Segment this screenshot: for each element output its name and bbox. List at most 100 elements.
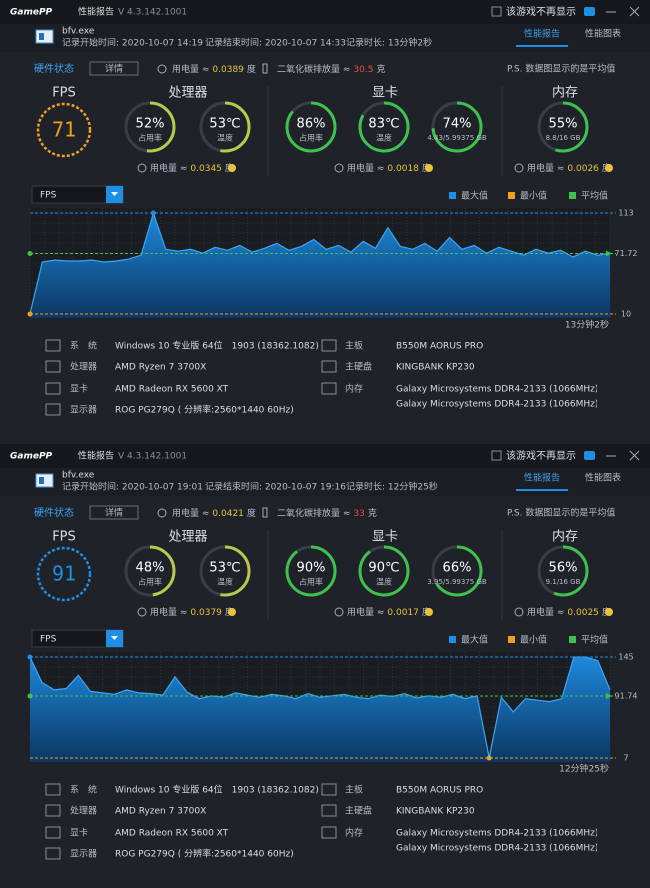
legend-swatch: [508, 636, 515, 643]
details-label[interactable]: 详情: [105, 507, 123, 519]
gauge-value: 53℃: [209, 117, 240, 132]
gauge-arc: [285, 545, 337, 597]
power-value: 0.0026: [567, 164, 599, 174]
gauge-arc: [358, 101, 410, 153]
legend-swatch: [508, 192, 515, 199]
ref-label-min: 10: [621, 310, 631, 319]
details-button[interactable]: [89, 61, 139, 76]
note: P.S. 数据图显示的是平均值: [507, 63, 615, 75]
fps-line: [29, 211, 611, 315]
exe-icon: [35, 29, 54, 44]
sys-value: B550M AORUS PRO: [396, 342, 483, 352]
ref-label-min: 7: [623, 754, 628, 763]
details-button[interactable]: [89, 505, 139, 520]
power-value: 0.0421: [212, 509, 244, 519]
close-icon[interactable]: [629, 450, 640, 461]
legend-swatch: [449, 192, 456, 199]
gauge-sub: 4.43/5.99375 GB: [427, 134, 487, 142]
gauge-value: 90℃: [368, 561, 399, 576]
max-dot: [150, 210, 156, 216]
sys-label: 显示器: [70, 849, 97, 860]
start-time: 记录开始时间: 2020-10-07 14:19: [62, 37, 203, 49]
camera-icon[interactable]: [584, 451, 595, 460]
co2-unit: 克: [376, 64, 385, 75]
co2-label: 二氧化碳排放量 ≈: [277, 507, 350, 519]
power-value: 0.0379: [190, 608, 222, 618]
help-icon: [425, 608, 433, 616]
gauge-sub: 9.1/16 GB: [546, 578, 581, 586]
group-title: 内存: [552, 85, 578, 101]
tab-report[interactable]: 性能报告: [524, 472, 560, 484]
gauge-arc: [124, 101, 176, 153]
sys-icon: [321, 826, 337, 839]
co2-icon: [262, 507, 268, 518]
sys-value: B550M AORUS PRO: [396, 786, 483, 796]
details-label[interactable]: 详情: [105, 63, 123, 75]
gauge-value: 74%: [443, 117, 472, 132]
fps-ring: [36, 102, 92, 158]
checkbox-label[interactable]: 该游戏不再显示: [506, 5, 576, 18]
group-title: 处理器: [168, 530, 207, 545]
sys-value: ROG PG279Q ( 分辨率:2560*1440 60Hz): [115, 848, 294, 860]
checkbox[interactable]: [491, 450, 502, 461]
power-label: 用电量 ≈: [527, 606, 564, 618]
sys-label: 系 统: [70, 340, 97, 352]
power-usage: 用电量 ≈0.0389 度: [172, 63, 256, 75]
checkbox-label[interactable]: 该游戏不再显示: [506, 449, 576, 462]
gauge-value: 48%: [136, 561, 165, 576]
gauge-value: 90%: [297, 561, 326, 576]
gauge-arc: [358, 545, 410, 597]
power-usage: 用电量 ≈0.0026度: [527, 162, 611, 174]
co2-icon: [262, 63, 268, 74]
power-usage: 用电量 ≈0.0345度: [150, 162, 234, 174]
dropdown-label[interactable]: FPS: [40, 191, 57, 201]
ref-label-avg: 91.74: [615, 691, 638, 700]
tab-chart[interactable]: 性能图表: [585, 472, 621, 484]
sys-icon: [321, 783, 337, 796]
exe-name: bfv.exe: [62, 471, 95, 481]
power-usage: 用电量 ≈0.0017度: [347, 606, 431, 618]
dropdown-arrow: [111, 636, 118, 640]
sys-label: 处理器: [70, 361, 97, 373]
dropdown-label[interactable]: FPS: [40, 635, 57, 645]
gauge-sub: 占用率: [299, 577, 323, 587]
sys-label: 主硬盘: [345, 361, 372, 373]
app-title: 性能报告: [78, 6, 114, 18]
gauge-sub: 温度: [217, 577, 233, 587]
gauge-sub: 温度: [376, 577, 392, 587]
power-usage: 用电量 ≈0.0421 度: [172, 507, 256, 519]
power-value: 0.0018: [387, 164, 419, 174]
sys-icon: [321, 382, 337, 395]
header: [0, 468, 650, 496]
sys-value: AMD Ryzen 7 3700X: [115, 363, 206, 373]
legend-label: 平均值: [581, 190, 608, 202]
co2-value: 33: [353, 509, 364, 519]
co2: 二氧化碳排放量 ≈33 克: [277, 507, 377, 519]
sys-label: 内存: [345, 383, 363, 395]
tab-chart[interactable]: 性能图表: [585, 28, 621, 40]
power-label: 用电量 ≈: [172, 63, 209, 75]
power-value: 0.0025: [567, 608, 599, 618]
end-time: 记录结束时间: 2020-10-07 14:33: [205, 37, 346, 49]
sys-value: Windows 10 专业版 64位 1903 (18362.1082): [115, 340, 319, 352]
gauge-sub: 占用率: [138, 577, 162, 587]
close-icon[interactable]: [629, 6, 640, 17]
gauge-value: 86%: [297, 117, 326, 132]
gauge-value: 55%: [549, 117, 578, 132]
sys-icon: [321, 339, 337, 352]
sys-label: 显示器: [70, 405, 97, 416]
tab-report[interactable]: 性能报告: [524, 28, 560, 40]
gauge-value: 52%: [136, 117, 165, 132]
sys-label: 显卡: [70, 383, 88, 395]
power-label: 用电量 ≈: [150, 162, 187, 174]
gauge-sub: 温度: [376, 133, 392, 143]
help-icon: [228, 164, 236, 172]
gauge-arc: [285, 101, 337, 153]
checkbox[interactable]: [491, 6, 502, 17]
exe-name: bfv.exe: [62, 27, 95, 37]
camera-icon[interactable]: [584, 7, 595, 16]
co2-unit: 克: [368, 508, 377, 519]
power-icon: [514, 607, 524, 617]
gauge-sub: 3.95/5.99375 GB: [427, 578, 487, 586]
sys-icon: [45, 403, 61, 416]
